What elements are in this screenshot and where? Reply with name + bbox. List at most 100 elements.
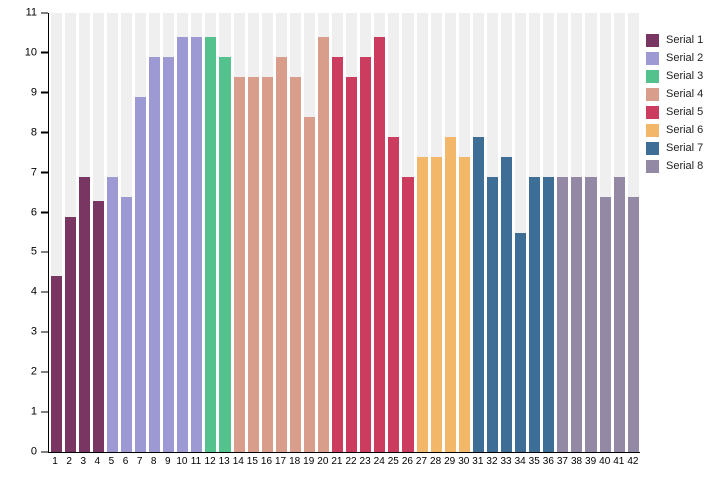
bar-serial-2 — [120, 196, 132, 452]
bar-slot — [78, 13, 90, 452]
x-tick-label: 34 — [514, 456, 526, 467]
bar-serial-2 — [134, 96, 147, 452]
x-tick-label: 16 — [260, 456, 273, 467]
x-tick-label: 11 — [190, 456, 202, 467]
bar-slot — [289, 13, 301, 452]
legend-label: Serial 2 — [666, 52, 704, 64]
bar-slot — [543, 13, 555, 452]
bar-slot — [191, 13, 203, 452]
bar-serial-8 — [613, 176, 625, 452]
bar-serial-3 — [219, 56, 231, 452]
bar-serial-1 — [92, 200, 104, 452]
x-tick-label: 23 — [359, 456, 371, 467]
y-tick — [41, 12, 48, 14]
x-tick-label: 25 — [387, 456, 399, 467]
legend-label: Serial 5 — [666, 106, 704, 118]
x-tick-label: 39 — [585, 456, 597, 467]
y-tick-label: 6 — [30, 206, 37, 219]
bar-serial-2 — [177, 36, 189, 452]
bar-slot — [120, 13, 132, 452]
legend-swatch — [646, 141, 659, 155]
y-tick — [41, 451, 48, 453]
legend-entry: Serial 7 — [646, 139, 703, 157]
bar-serial-8 — [557, 176, 569, 452]
bar-serial-2 — [191, 36, 203, 452]
legend-swatch — [646, 159, 659, 173]
legend-entry: Serial 3 — [646, 67, 703, 85]
legend-label: Serial 7 — [666, 142, 704, 154]
y-tick-label: 0 — [30, 445, 37, 458]
bar-slot — [360, 13, 372, 452]
y-tick — [41, 251, 48, 253]
x-tick-label: 13 — [218, 456, 230, 467]
bar-serial-7 — [543, 176, 555, 452]
x-tick-label: 31 — [472, 456, 484, 467]
y-tick — [41, 171, 48, 174]
y-tick-label: 11 — [25, 6, 37, 19]
x-tick-label: 32 — [486, 456, 498, 467]
bar-slot — [303, 13, 315, 452]
bar-serial-4 — [247, 76, 259, 452]
legend-entry: Serial 1 — [646, 31, 703, 49]
legend-swatch — [646, 105, 659, 119]
bar-serial-4 — [289, 76, 301, 452]
y-tick — [41, 411, 48, 413]
bar-serial-2 — [106, 176, 118, 452]
bar-serial-4 — [303, 116, 315, 452]
legend-label: Serial 1 — [666, 34, 704, 46]
bar-slot — [472, 13, 484, 452]
legend-label: Serial 4 — [666, 88, 704, 100]
y-tick-label: 1 — [30, 405, 37, 418]
bar-slot — [529, 13, 541, 452]
bar-slot — [149, 13, 161, 452]
y-tick-label: 7 — [30, 166, 37, 179]
bar-slot — [50, 13, 62, 452]
y-tick-label: 8 — [30, 126, 37, 139]
bar-slot — [92, 13, 104, 452]
y-tick-label: 4 — [30, 285, 37, 298]
legend-label: Serial 6 — [666, 124, 704, 136]
y-tick — [41, 51, 48, 54]
bar-slot — [599, 13, 611, 452]
bar-slot — [205, 13, 217, 452]
x-tick-label: 14 — [232, 456, 244, 467]
bar-serial-7 — [486, 176, 498, 452]
y-tick — [41, 211, 48, 214]
x-tick-label: 41 — [613, 456, 625, 467]
bar-serial-4 — [261, 76, 273, 452]
x-tick-label: 42 — [627, 456, 639, 467]
bar-serial-7 — [529, 176, 541, 452]
bar-serial-8 — [599, 196, 611, 452]
bar-slot — [486, 13, 498, 452]
bar-slot — [430, 13, 442, 452]
x-tick-label: 20 — [317, 456, 329, 467]
legend-swatch — [646, 123, 659, 137]
x-tick-label: 26 — [401, 456, 413, 467]
legend-label: Serial 8 — [666, 160, 704, 172]
bar-serial-1 — [50, 276, 62, 452]
x-tick-label: 10 — [176, 456, 188, 467]
bar-slot — [458, 13, 470, 452]
bar-slot — [332, 13, 344, 452]
x-axis-labels: 1 2 3 4 5 6 7 8 9 10 11 12 13 14 15 16 17 18 19 20 21 22 23 24 2… — [48, 456, 640, 468]
bar-slot — [275, 13, 287, 452]
x-tick-label: 2 — [66, 456, 72, 467]
x-tick-label: 36 — [542, 456, 554, 467]
y-tick — [41, 371, 48, 373]
bar-slot — [374, 13, 386, 452]
bar-slot — [346, 13, 358, 452]
y-tick — [41, 291, 48, 293]
bar-serial-6 — [444, 136, 456, 452]
y-tick — [41, 131, 48, 134]
bar-serial-5 — [346, 76, 358, 452]
bar-slot — [501, 13, 513, 452]
bar-serial-3 — [205, 36, 217, 452]
bar-serial-8 — [627, 196, 639, 452]
x-tick-label: 38 — [570, 456, 583, 467]
x-tick-label: 21 — [331, 456, 343, 467]
x-tick-label: 9 — [165, 456, 171, 467]
legend-swatch — [646, 51, 659, 65]
bar-serial-6 — [458, 156, 470, 452]
bar-slot — [444, 13, 456, 452]
bar-serial-8 — [585, 176, 597, 452]
